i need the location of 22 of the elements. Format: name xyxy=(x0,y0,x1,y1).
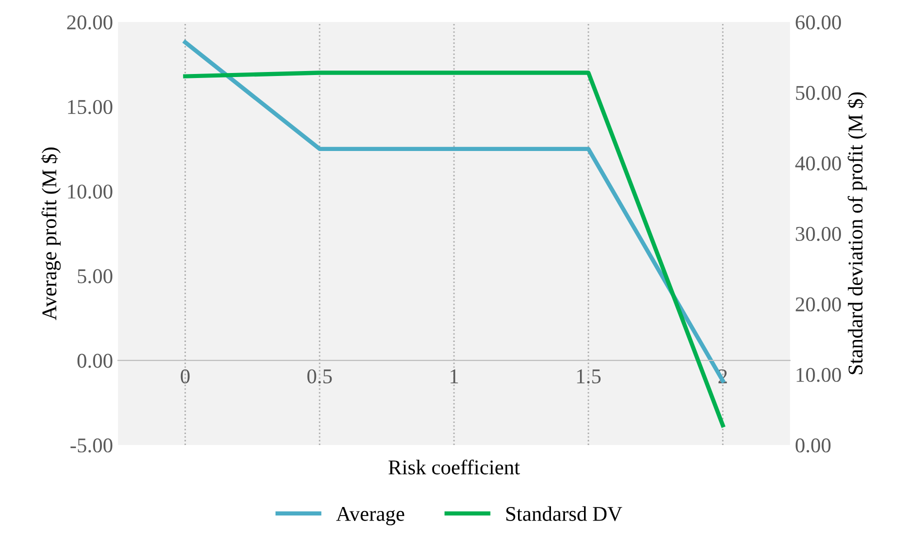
legend-label: Average xyxy=(336,507,404,526)
y2-tick-label: 60.00 xyxy=(796,15,841,30)
y-axis-title: Average profit (M $) xyxy=(41,148,61,320)
y2-tick-label: 40.00 xyxy=(795,156,841,171)
y2-tick-label: 50.00 xyxy=(796,86,841,100)
y2-tick-label: 30.00 xyxy=(796,226,841,242)
x-tick-label: 1.5 xyxy=(577,369,601,384)
y2-tick-label: 20.00 xyxy=(796,297,841,312)
y-tick-label: 20.00 xyxy=(67,15,112,30)
y-tick-label: 5.00 xyxy=(78,269,112,284)
x-tick-label: 0 xyxy=(180,369,190,384)
x-axis-title: Risk coefficient xyxy=(388,460,520,474)
y-tick-label: 15.00 xyxy=(68,100,112,114)
y2-axis-title: Standard deviation of profit (M $) xyxy=(847,92,867,374)
legend-label: Standarsd DV xyxy=(506,506,622,522)
y2-tick-label: 0.00 xyxy=(796,438,831,453)
x-tick-label: 0.5 xyxy=(307,369,332,384)
y-tick-label: 0.00 xyxy=(77,354,112,368)
y-tick-label: -5.00 xyxy=(70,438,112,453)
x-tick-label: 1 xyxy=(450,369,458,384)
y-tick-label: 10.00 xyxy=(68,184,112,199)
y2-tick-label: 10.00 xyxy=(796,368,841,382)
